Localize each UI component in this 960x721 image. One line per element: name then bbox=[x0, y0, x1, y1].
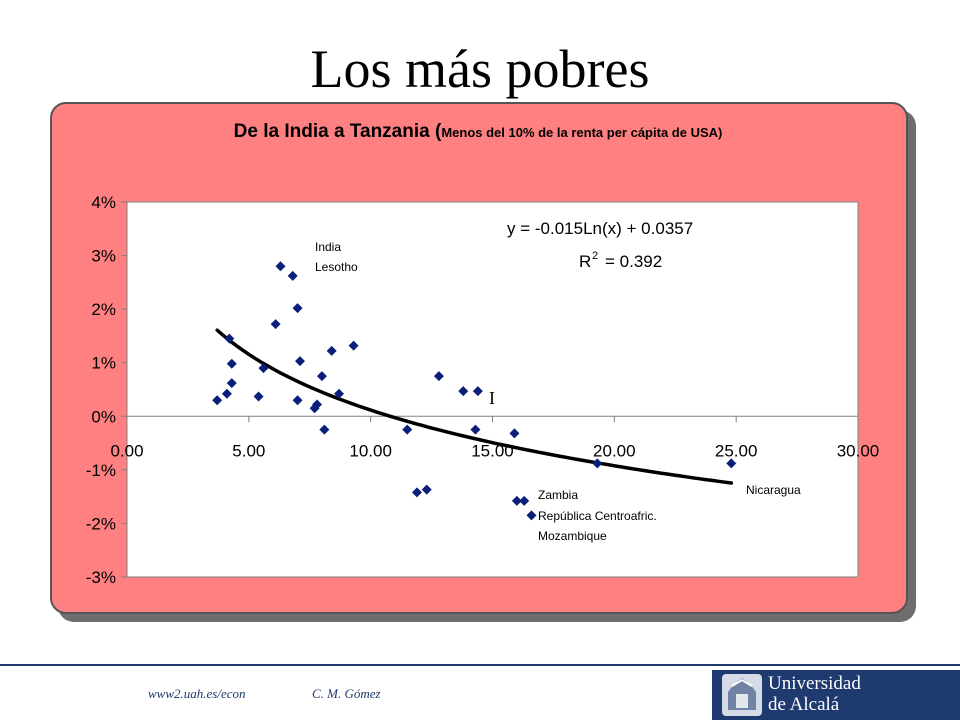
data-point bbox=[316, 371, 327, 382]
data-point bbox=[287, 270, 298, 281]
data-point bbox=[258, 363, 269, 374]
university-logo: Universidad de Alcalá bbox=[712, 670, 960, 720]
y-tick-label: -1% bbox=[86, 461, 116, 480]
slide-title: Los más pobres bbox=[310, 39, 650, 99]
data-point bbox=[224, 333, 235, 344]
data-point bbox=[226, 378, 237, 389]
data-point bbox=[726, 458, 737, 469]
annotation-lesotho: Lesotho bbox=[315, 260, 358, 274]
x-tick-label: 25.00 bbox=[715, 441, 758, 460]
x-tick-label: 10.00 bbox=[349, 441, 392, 460]
data-point bbox=[326, 345, 337, 356]
data-point bbox=[421, 484, 432, 495]
x-tick-label: 30.00 bbox=[837, 441, 880, 460]
chart-subtitle: Menos del 10% de la renta per cápita de … bbox=[441, 125, 723, 140]
y-tick-label: -3% bbox=[86, 568, 116, 587]
y-tick-label: 1% bbox=[91, 354, 116, 373]
annotation-nicaragua: Nicaragua bbox=[746, 483, 801, 497]
r-squared-value: = 0.392 bbox=[605, 252, 662, 271]
annotation-zambia: Zambia bbox=[538, 488, 578, 502]
r-squared-letter: R bbox=[579, 252, 591, 271]
logo-line-1: Universidad bbox=[768, 673, 861, 694]
data-point bbox=[333, 388, 344, 399]
annotation-mozambique: Mozambique bbox=[538, 529, 607, 543]
y-tick-label: 0% bbox=[91, 407, 116, 426]
footer-author: C. M. Gómez bbox=[312, 686, 381, 701]
chart-title: De la India a Tanzania (Menos del 10% de… bbox=[50, 121, 906, 143]
data-point bbox=[275, 261, 286, 272]
x-tick-label: 5.00 bbox=[232, 441, 265, 460]
data-point bbox=[458, 386, 469, 397]
data-point bbox=[292, 395, 303, 406]
data-point bbox=[312, 399, 323, 410]
x-tick-label: 0.00 bbox=[110, 441, 143, 460]
data-point bbox=[526, 510, 537, 521]
logo-line-2: de Alcalá bbox=[768, 694, 840, 715]
data-point bbox=[253, 391, 264, 402]
data-point bbox=[472, 386, 483, 397]
annotation-india: India bbox=[315, 240, 341, 254]
data-point bbox=[519, 495, 530, 506]
plot-area bbox=[126, 201, 859, 578]
data-point bbox=[433, 371, 444, 382]
data-point bbox=[319, 424, 330, 435]
data-point bbox=[221, 388, 232, 399]
footer-url: www2.uah.es/econ bbox=[148, 686, 246, 701]
data-point bbox=[470, 424, 481, 435]
data-point bbox=[509, 428, 520, 439]
university-seal-icon bbox=[722, 674, 762, 716]
annotation-rca: República Centroafric. bbox=[538, 509, 657, 523]
chart-title-main: De la India a Tanzania ( bbox=[233, 121, 442, 142]
data-point bbox=[292, 303, 303, 314]
data-point bbox=[212, 395, 223, 406]
data-point bbox=[411, 487, 422, 498]
trendline bbox=[215, 328, 734, 485]
data-point bbox=[402, 424, 413, 435]
data-point bbox=[348, 340, 359, 351]
y-tick-label: 3% bbox=[91, 247, 116, 266]
data-point bbox=[270, 319, 281, 330]
data-point bbox=[511, 495, 522, 506]
y-tick-label: 2% bbox=[91, 300, 116, 319]
data-point bbox=[592, 458, 603, 469]
x-tick-label: 20.00 bbox=[593, 441, 636, 460]
y-tick-label: 4% bbox=[91, 193, 116, 212]
data-point bbox=[226, 358, 237, 369]
trendline-equation: y = -0.015Ln(x) + 0.0357 bbox=[507, 219, 693, 238]
y-tick-label: -2% bbox=[86, 514, 116, 533]
footer-rule bbox=[0, 664, 960, 666]
logo-wordmark: Universidad de Alcalá bbox=[768, 673, 861, 715]
data-point bbox=[295, 356, 306, 367]
r-squared-superscript: 2 bbox=[592, 250, 598, 262]
text-cursor-mark: I bbox=[489, 388, 495, 408]
